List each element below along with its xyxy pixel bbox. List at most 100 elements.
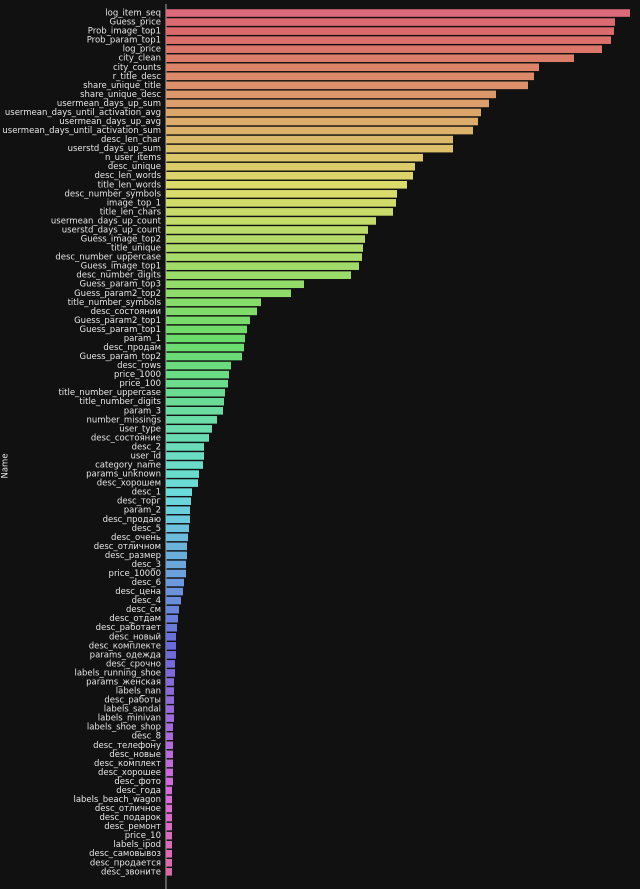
- y-tick-label: Guess_param2_top1: [74, 316, 161, 326]
- y-tick-label: desc_unique: [108, 162, 161, 172]
- bar: [166, 678, 174, 686]
- y-tick-label: Guess_param_top3: [80, 280, 162, 290]
- y-tick-label: labels_shoe_shop: [87, 723, 161, 733]
- bar: [166, 343, 244, 352]
- bar: [166, 144, 453, 153]
- bar: [166, 271, 351, 279]
- bar: [166, 669, 175, 677]
- y-tick-label: city_clean: [118, 54, 161, 64]
- bar: [166, 36, 611, 44]
- bar: [166, 840, 172, 849]
- bar: [166, 81, 528, 90]
- y-tick-label: desc_срочно: [106, 659, 161, 669]
- bar: [166, 253, 362, 261]
- bar: [166, 605, 179, 614]
- bar: [166, 858, 172, 867]
- bar: [166, 190, 397, 198]
- y-tick-label: number_missings: [87, 415, 162, 425]
- y-tick-label: param_2: [124, 506, 161, 516]
- bar: [166, 379, 228, 388]
- y-tick-label: desc_состоянии: [91, 307, 161, 317]
- y-tick-label: desc_3: [132, 560, 161, 570]
- y-tick-label: desc_продается: [90, 858, 161, 868]
- y-tick-label: desc_number_uppercase: [55, 253, 161, 263]
- y-tick-label: labels_nan: [116, 687, 161, 697]
- y-tick-label: r_title_desc: [113, 72, 162, 82]
- y-tick-label: desc_самовывоз: [89, 849, 161, 859]
- bar: [166, 479, 198, 487]
- bar: [166, 298, 261, 307]
- bar: [166, 660, 175, 668]
- bar: [166, 108, 481, 117]
- y-tick-label: price_10000: [109, 569, 161, 579]
- y-tick-label: share_unique_desc: [80, 90, 161, 100]
- y-tick-label: desc_звоните: [101, 867, 161, 877]
- y-tick-label: price_10: [125, 831, 161, 841]
- bar: [166, 461, 203, 469]
- y-tick-label: desc_8: [132, 732, 161, 742]
- bar: [166, 226, 368, 234]
- bar: [166, 99, 489, 108]
- y-tick-label: title_unique: [111, 244, 161, 254]
- y-tick-label: desc_новый: [109, 632, 161, 642]
- bar: [166, 280, 304, 289]
- y-tick-label: Guess_param2_top2: [74, 289, 161, 299]
- bar: [166, 416, 217, 424]
- y-tick-label: desc_продам: [103, 343, 161, 353]
- bar: [166, 488, 192, 496]
- y-tick-label: desc_4: [132, 596, 161, 606]
- bar: [166, 153, 423, 162]
- y-tick-label: labels_ipod: [113, 840, 161, 850]
- y-tick-label: Prob_param_top1: [87, 36, 161, 46]
- bar: [166, 687, 174, 695]
- y-tick-label: desc_подарок: [99, 813, 161, 823]
- y-tick-label: title_len_words: [98, 180, 162, 190]
- y-tick-label: params_женская: [86, 677, 161, 687]
- y-tick-label: n_user_items: [105, 153, 162, 163]
- y-tick-label: param_1: [124, 334, 161, 344]
- bar: [166, 352, 242, 361]
- bar: [166, 425, 212, 433]
- y-tick-label: log_price: [123, 45, 161, 55]
- y-tick-label: user_type: [119, 424, 161, 434]
- bar: [166, 506, 190, 515]
- y-tick-label: desc_6: [132, 578, 161, 588]
- bar: [166, 849, 172, 858]
- bar: [166, 741, 173, 750]
- bar: [166, 289, 291, 298]
- y-tick-label: desc_очень: [111, 533, 161, 543]
- bar: [166, 813, 172, 822]
- y-tick-label: desc_хорошее: [98, 768, 161, 778]
- y-tick-label: desc_ремонт: [104, 822, 161, 832]
- y-tick-label: usermean_days_up_count: [51, 216, 162, 226]
- bar: [166, 180, 407, 189]
- bar: [166, 804, 172, 813]
- bar: [166, 307, 257, 316]
- bar: [166, 262, 359, 270]
- y-tick-label: param_3: [124, 406, 161, 416]
- y-tick-label: desc_телефону: [93, 741, 161, 751]
- y-tick-label: desc_комплект: [94, 759, 161, 769]
- y-tick-label: desc_комплекте: [89, 641, 161, 651]
- y-tick-label: params_одежда: [90, 650, 161, 660]
- bar: [166, 199, 396, 207]
- y-tick-label: desc_цена: [115, 587, 161, 597]
- bar: [166, 723, 173, 731]
- bar: [166, 868, 172, 876]
- bar: [166, 470, 199, 478]
- y-tick-label: category_name: [95, 461, 161, 471]
- y-tick-label: desc_торг: [117, 497, 162, 507]
- y-tick-label: log_item_seq: [105, 9, 161, 19]
- bar: [166, 325, 247, 334]
- y-tick-label: desc_новые: [109, 750, 161, 760]
- bar: [166, 623, 177, 632]
- y-tick-label: userstd_days_up_sum: [68, 144, 161, 154]
- y-tick-label: usermean_days_until_activation_sum: [2, 126, 161, 136]
- y-tick-label: desc_отличном: [94, 542, 161, 552]
- bar: [166, 569, 186, 578]
- bar: [166, 795, 172, 804]
- bar: [166, 117, 478, 126]
- y-tick-label: desc_работает: [96, 623, 161, 633]
- y-tick-label: desc_фото: [114, 777, 161, 787]
